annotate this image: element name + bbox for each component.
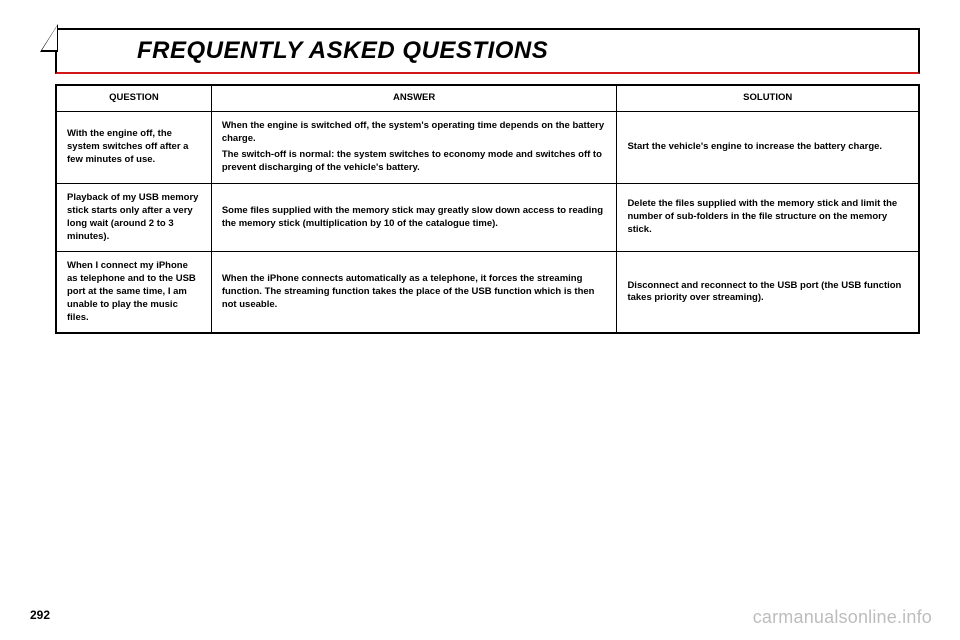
table-row: With the engine off, the system switches… [56, 111, 919, 183]
header-question: QUESTION [56, 85, 211, 111]
corner-notch-inner [42, 26, 57, 50]
answer-paragraph: Some files supplied with the memory stic… [222, 205, 607, 231]
answer-paragraph: When the iPhone connects automatically a… [222, 273, 607, 311]
watermark: carmanualsonline.info [753, 607, 932, 628]
cell-solution: Start the vehicle's engine to increase t… [617, 111, 919, 183]
cell-answer: When the iPhone connects automatically a… [211, 252, 617, 334]
faq-table: QUESTION ANSWER SOLUTION With the engine… [55, 84, 920, 334]
cell-solution: Delete the files supplied with the memor… [617, 184, 919, 252]
table-row: Playback of my USB memory stick starts o… [56, 184, 919, 252]
answer-paragraph: When the engine is switched off, the sys… [222, 120, 607, 146]
header-solution: SOLUTION [617, 85, 919, 111]
cell-question: Playback of my USB memory stick starts o… [56, 184, 211, 252]
cell-question: With the engine off, the system switches… [56, 111, 211, 183]
answer-paragraph: The switch-off is normal: the system swi… [222, 149, 607, 175]
page-number: 292 [30, 608, 50, 622]
page-container: FREQUENTLY ASKED QUESTIONS QUESTION ANSW… [0, 0, 960, 640]
cell-question: When I connect my iPhone as telephone an… [56, 252, 211, 334]
cell-answer: Some files supplied with the memory stic… [211, 184, 617, 252]
table-row: When I connect my iPhone as telephone an… [56, 252, 919, 334]
title-bar: FREQUENTLY ASKED QUESTIONS [55, 28, 920, 74]
table-header-row: QUESTION ANSWER SOLUTION [56, 85, 919, 111]
cell-answer: When the engine is switched off, the sys… [211, 111, 617, 183]
header-answer: ANSWER [211, 85, 617, 111]
page-title: FREQUENTLY ASKED QUESTIONS [137, 37, 548, 65]
cell-solution: Disconnect and reconnect to the USB port… [617, 252, 919, 334]
